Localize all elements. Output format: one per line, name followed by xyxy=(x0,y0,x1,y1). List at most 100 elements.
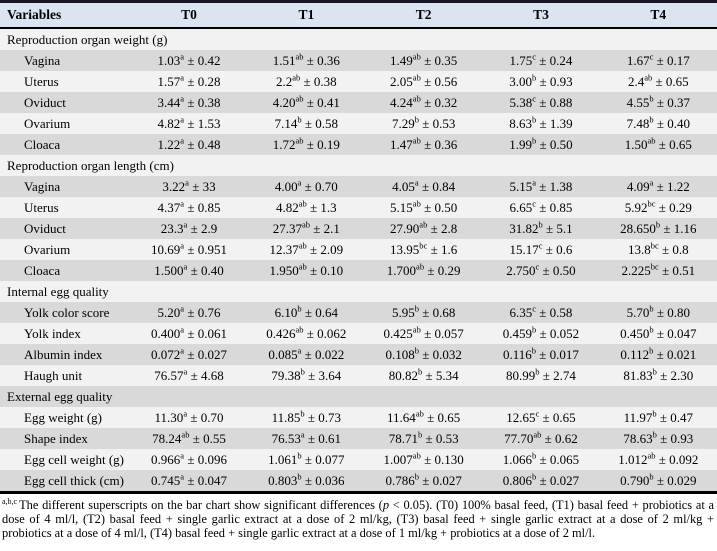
table-row: Uterus 1.57a ± 0.28 2.2ab ± 0.38 2.05ab ± 0… xyxy=(0,71,717,92)
footnote-text-post: < 0.05). (T0) 100% basal feed, (T1) basa… xyxy=(2,498,714,540)
significance-superscript: a xyxy=(297,345,302,356)
significance-superscript: b xyxy=(532,114,537,125)
cell-value: 78.24ab ± 0.55 xyxy=(152,429,226,446)
cell-value: 4.09a ± 1.22 xyxy=(626,177,690,194)
cell-value: 76.57a ± 4.68 xyxy=(154,366,224,383)
cell-value: 0.966a ± 0.096 xyxy=(151,450,227,467)
cell-value: 23.3a ± 2.9 xyxy=(160,219,218,236)
cell-value: 11.30a ± 0.70 xyxy=(154,408,224,425)
cell-value: 0.459b ± 0.052 xyxy=(502,324,580,341)
cell-value: 81.83b ± 2.30 xyxy=(623,366,694,383)
table-row: Yolk color score 5.20a ± 0.76 6.10b ± 0.64… xyxy=(0,302,717,323)
cell-value: 4.05a ± 0.84 xyxy=(392,177,456,194)
footnote-marker: a,b,c xyxy=(2,496,18,506)
cell-value: 0.786b ± 0.027 xyxy=(385,471,462,488)
significance-superscript: ab xyxy=(412,72,421,83)
cell-value: 0.426ab ± 0.062 xyxy=(266,324,347,341)
cell-value: 2.750c ± 0.50 xyxy=(506,261,576,278)
cell-value: 2.4ab ± 0.65 xyxy=(627,72,689,89)
cell-value: 4.00a ± 0.70 xyxy=(274,177,338,194)
significance-superscript: b xyxy=(414,303,419,314)
table-row: Egg cell weight (g) 0.966a ± 0.096 1.061b … xyxy=(0,449,717,470)
significance-superscript: b xyxy=(531,345,537,356)
cell-value: 3.22a ± 33 xyxy=(162,177,216,194)
cell-value: 76.53a ± 0.61 xyxy=(271,429,342,446)
significance-superscript: b xyxy=(414,114,419,125)
cell-value: 1.22a ± 0.48 xyxy=(157,135,221,152)
significance-superscript: c xyxy=(532,198,537,209)
significance-superscript: b xyxy=(297,450,302,461)
significance-superscript: b xyxy=(532,471,537,482)
table-row: Vagina 1.03a ± 0.42 1.51ab ± 0.36 1.49ab ± … xyxy=(0,50,717,71)
significance-superscript: ab xyxy=(416,261,425,272)
cell-value: 1.57a ± 0.28 xyxy=(157,72,221,89)
column-header-t3: T3 xyxy=(482,1,600,29)
cell-value: 11.85b ± 0.73 xyxy=(271,408,342,425)
significance-superscript: bc xyxy=(647,198,656,209)
cell-value: 5.15a ± 1.38 xyxy=(509,177,573,194)
significance-superscript: ab xyxy=(415,408,424,419)
cell-value: 1.47ab ± 0.36 xyxy=(390,135,458,152)
row-label: Egg weight (g) xyxy=(24,410,102,425)
significance-superscript: a xyxy=(180,72,185,83)
cell-value: 5.15ab ± 0.50 xyxy=(390,198,458,215)
cell-value: 2.2ab ± 0.38 xyxy=(275,72,337,89)
significance-superscript: b xyxy=(417,429,423,440)
significance-superscript: ab xyxy=(419,219,428,230)
table-row: Oviduct 23.3a ± 2.9 27.37ab ± 2.1 27.90ab ±… xyxy=(0,218,717,239)
section-title: External egg quality xyxy=(7,389,113,404)
row-label: Uterus xyxy=(24,200,59,215)
cell-value: 13.95bc ± 1.6 xyxy=(390,240,458,257)
significance-superscript: ab xyxy=(412,135,421,146)
table-row: Yolk index 0.400a ± 0.061 0.426ab ± 0.062 0… xyxy=(0,323,717,344)
cell-value: 0.085a ± 0.022 xyxy=(268,345,345,362)
significance-superscript: c xyxy=(538,240,543,251)
significance-superscript: c xyxy=(532,303,537,314)
significance-superscript: ab xyxy=(412,51,421,62)
table-row: Cloaca 1.500a ± 0.40 1.950ab ± 0.10 1.700ab… xyxy=(0,260,717,281)
cell-value: 4.82a ± 1.53 xyxy=(157,114,221,131)
row-label: Cloaca xyxy=(24,137,61,152)
cell-value: 80.99b ± 2.74 xyxy=(506,366,576,383)
significance-superscript: c xyxy=(532,93,537,104)
significance-superscript: b xyxy=(649,93,654,104)
cell-value: 0.806b ± 0.027 xyxy=(502,471,580,488)
significance-superscript: a xyxy=(180,51,185,62)
cell-value: 2.05ab ± 0.56 xyxy=(390,72,458,89)
cell-value: 5.38c ± 0.88 xyxy=(509,93,573,110)
row-label: Vagina xyxy=(24,179,61,194)
significance-superscript: a xyxy=(185,177,189,188)
significance-superscript: a xyxy=(300,429,305,440)
row-label: Cloaca xyxy=(24,263,61,278)
significance-superscript: ab xyxy=(412,93,421,104)
section-header-row: Reproduction organ weight (g) xyxy=(0,28,717,50)
cell-value: 2.225bc ± 0.51 xyxy=(621,261,696,278)
row-label: Yolk index xyxy=(24,326,81,341)
significance-superscript: b xyxy=(417,366,423,377)
significance-superscript: b xyxy=(649,471,654,482)
significance-superscript: b xyxy=(649,303,654,314)
cell-value: 1.72ab ± 0.19 xyxy=(272,135,340,152)
cell-value: 6.35c ± 0.58 xyxy=(509,303,573,320)
results-table: Variables T0 T1 T2 T3 T4 Reproduction or… xyxy=(0,0,717,494)
cell-value: 0.112b ± 0.021 xyxy=(620,345,697,362)
cell-value: 7.14b ± 0.58 xyxy=(274,114,339,131)
significance-superscript: ab xyxy=(647,450,656,461)
cell-value: 11.97b ± 0.47 xyxy=(623,408,694,425)
table-row: Cloaca 1.22a ± 0.48 1.72ab ± 0.19 1.47ab ± … xyxy=(0,134,717,155)
cell-value: 3.00b ± 0.93 xyxy=(509,72,573,89)
significance-superscript: a xyxy=(183,261,188,272)
significance-superscript: ab xyxy=(412,198,421,209)
table-row: Uterus 4.37a ± 0.85 4.82ab ± 1.3 5.15ab ± 0… xyxy=(0,197,717,218)
cell-value: 8.63b ± 1.39 xyxy=(509,114,573,131)
cell-value: 1.950ab ± 0.10 xyxy=(269,261,344,278)
significance-superscript: a xyxy=(180,450,185,461)
significance-superscript: b xyxy=(652,408,657,419)
significance-superscript: ab xyxy=(295,135,304,146)
significance-superscript: ab xyxy=(298,240,307,251)
significance-superscript: ab xyxy=(298,198,307,209)
significance-superscript: b xyxy=(532,72,537,83)
cell-value: 0.745a ± 0.047 xyxy=(151,471,227,488)
cell-value: 1.49ab ± 0.35 xyxy=(390,51,458,68)
